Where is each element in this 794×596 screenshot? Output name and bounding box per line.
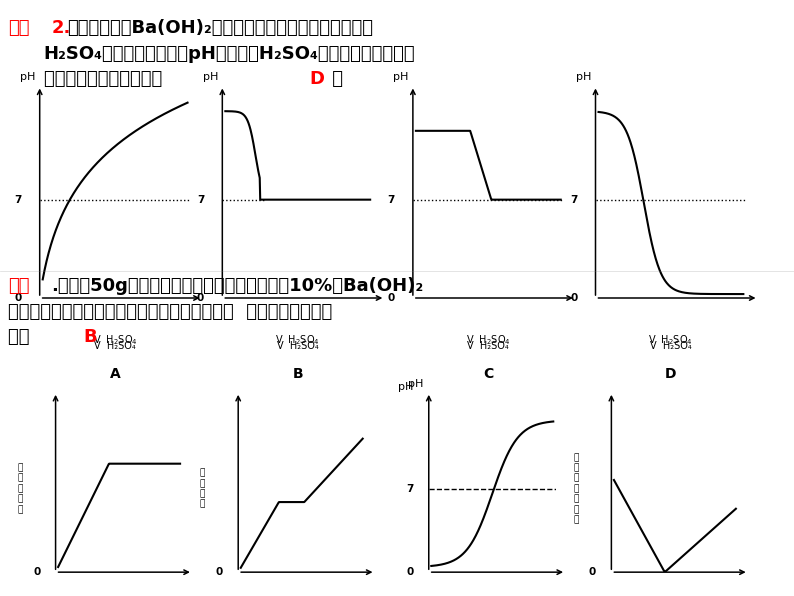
Text: B: B: [292, 367, 303, 381]
Text: $\mathregular{V}$  $\mathregular{H_2SO_4}$: $\mathregular{V}$ $\mathregular{H_2SO_4}…: [93, 333, 137, 347]
Text: B: B: [83, 328, 97, 346]
Text: H₂SO₄至过量，有关溶液pH和滴入稀H₂SO₄体积的变化情况如下: H₂SO₄至过量，有关溶液pH和滴入稀H₂SO₄体积的变化情况如下: [44, 45, 415, 63]
Text: 溶
质
的
质
量
分
数: 溶 质 的 质 量 分 数: [573, 453, 579, 524]
Text: 图所示，其中正确的是（: 图所示，其中正确的是（: [44, 70, 168, 88]
Text: pH: pH: [576, 72, 591, 82]
Text: ）: ）: [326, 70, 342, 88]
Text: D: D: [665, 367, 676, 381]
Text: 是（: 是（: [8, 328, 48, 346]
Text: 水
的
质
量: 水 的 质 量: [200, 468, 206, 509]
Text: $\mathregular{V}$  $\mathregular{H_2SO_4}$: $\mathregular{V}$ $\mathregular{H_2SO_4}…: [276, 333, 320, 347]
Text: 沉
淀
的
质
量: 沉 淀 的 质 量: [17, 464, 23, 514]
Text: pH: pH: [202, 72, 218, 82]
Text: C: C: [484, 367, 493, 381]
Text: pH: pH: [399, 382, 414, 392]
Text: 0: 0: [14, 293, 21, 303]
Text: 0: 0: [197, 293, 204, 303]
Text: 7: 7: [570, 195, 577, 204]
Text: $\mathregular{V}$  $\mathregular{H_2SO_4}$: $\mathregular{V}$ $\mathregular{H_2SO_4}…: [649, 333, 693, 347]
Text: 0: 0: [570, 293, 577, 303]
Text: 0: 0: [216, 567, 223, 577]
Text: $\mathregular{V}$  $\mathregular{H_2SO_4}$: $\mathregular{V}$ $\mathregular{H_2SO_4}…: [466, 333, 511, 347]
Text: .向装有50g稀硫酸的小烧杯中，不断慢慢滴加10%的Ba(OH)₂: .向装有50g稀硫酸的小烧杯中，不断慢慢滴加10%的Ba(OH)₂: [52, 277, 424, 295]
Text: 典题: 典题: [8, 19, 29, 37]
Text: 0: 0: [33, 567, 40, 577]
Text: 典题: 典题: [8, 277, 29, 295]
Text: pH: pH: [408, 378, 424, 389]
Text: V  H₂SO₄: V H₂SO₄: [650, 342, 692, 351]
Text: 7: 7: [407, 484, 414, 493]
Text: V  H₂SO₄: V H₂SO₄: [468, 342, 509, 351]
Text: V  H₂SO₄: V H₂SO₄: [94, 342, 136, 351]
Text: 0: 0: [387, 293, 395, 303]
Text: V  H₂SO₄: V H₂SO₄: [277, 342, 318, 351]
Text: D: D: [310, 70, 325, 88]
Text: A: A: [110, 367, 121, 381]
Text: 向装有一定量Ba(OH)₂溶液的小烧杯中，不断慢慢滴入稀: 向装有一定量Ba(OH)₂溶液的小烧杯中，不断慢慢滴入稀: [67, 19, 373, 37]
Text: 溶液至过量。小烧杯中有关量的变化情况见下图  其中肯定不正确的: 溶液至过量。小烧杯中有关量的变化情况见下图 其中肯定不正确的: [8, 303, 332, 321]
Text: 2.: 2.: [52, 19, 71, 37]
Text: 0: 0: [407, 567, 414, 577]
Text: 0: 0: [589, 567, 596, 577]
Text: 7: 7: [387, 195, 395, 204]
Text: pH: pH: [20, 72, 35, 82]
Text: pH: pH: [393, 72, 408, 82]
Text: 7: 7: [197, 195, 204, 204]
Text: 7: 7: [14, 195, 21, 204]
